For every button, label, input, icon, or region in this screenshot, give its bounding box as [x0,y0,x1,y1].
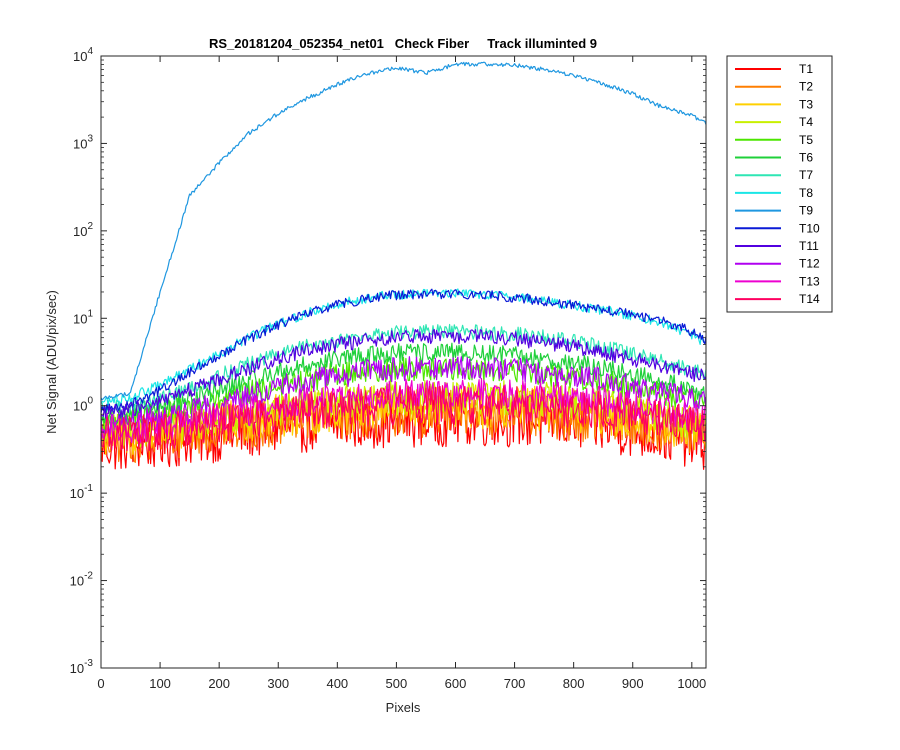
series-t9 [100,61,707,401]
x-axis: 0 100 200 300 400 500 600 700 800 900 1000 [97,56,706,691]
legend-label-t10: T10 [799,221,820,235]
series-layer [100,61,707,470]
legend-label-t5: T5 [799,133,813,147]
y-tick-label: 103 [73,133,93,151]
series-t6 [100,342,707,426]
x-tick-label: 0 [97,676,104,691]
x-tick-label: 500 [386,676,408,691]
legend-label-t9: T9 [799,204,813,218]
legend-label-t7: T7 [799,168,813,182]
axes-box [100,55,707,669]
x-tick-label: 1000 [677,676,706,691]
legend-label-t6: T6 [799,151,813,165]
legend-label-t3: T3 [799,97,813,111]
y-axis-label: Net Signal (ADU/pix/sec) [44,290,59,434]
series-t11 [100,328,707,420]
legend-box [726,55,833,313]
y-tick-label: 101 [73,308,93,326]
x-tick-label: 200 [208,676,230,691]
series-t14 [100,385,707,452]
y-tick-label: 100 [73,396,93,414]
y-axis: 10-3 10-2 10-1 100 101 102 103 104 [70,46,706,676]
x-tick-label: 800 [563,676,585,691]
y-tick-label: 102 [73,221,93,239]
legend-label-t11: T11 [799,239,819,253]
series-t1 [100,392,707,470]
legend-label-t14: T14 [799,292,820,306]
y-tick-label: 10-1 [70,483,94,501]
y-tick-label: 10-2 [70,571,94,589]
series-t13 [100,377,707,444]
chart-title: RS_20181204_052354_net01 Check Fiber Tra… [209,36,597,51]
series-t3 [100,384,707,456]
x-tick-label: 400 [326,676,348,691]
legend-label-t4: T4 [799,115,813,129]
legend-label-t13: T13 [799,274,820,288]
legend-label-t1: T1 [799,62,813,76]
legend-label-t8: T8 [799,186,813,200]
y-tick-label: 104 [73,46,93,64]
x-tick-label: 100 [149,676,171,691]
x-tick-label: 900 [622,676,644,691]
x-tick-label: 300 [267,676,289,691]
x-tick-label: 600 [445,676,467,691]
series-t10 [100,288,707,414]
legend-label-t2: T2 [799,80,813,94]
x-axis-label: Pixels [386,700,421,715]
x-tick-label: 700 [504,676,526,691]
y-tick-label: 10-3 [70,658,94,676]
legend-label-t12: T12 [799,257,820,271]
legend: T1 T2 T3 T4 T5 T6 T7 T8 T9 T10 T11 T12 T13 T14 [726,55,833,313]
